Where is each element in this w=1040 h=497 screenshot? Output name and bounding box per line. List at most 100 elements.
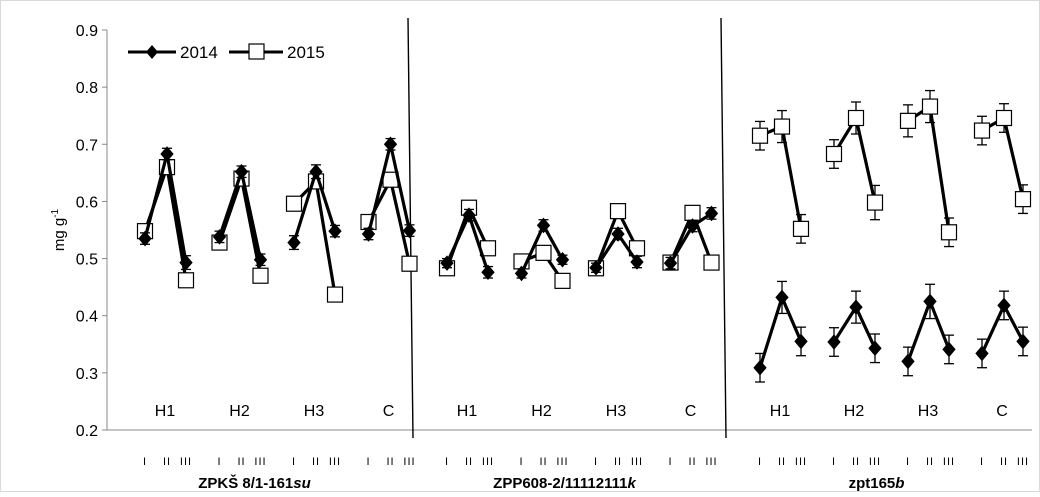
data-point-2014 [555, 251, 570, 268]
data-point-2014 [630, 254, 644, 270]
roman-label: III [329, 456, 341, 468]
data-point-2014 [923, 293, 937, 310]
data-point-2015 [703, 254, 720, 271]
data-point-2014 [287, 234, 301, 251]
data-point-2015 [684, 204, 701, 221]
roman-label: III [943, 456, 955, 468]
axes: 0.2 0.3 0.4 0.5 0.6 0.7 0.8 0.9 mg g-1 [50, 23, 1032, 440]
data-point-2015 [177, 272, 195, 289]
y-tick-label: 0.8 [76, 80, 98, 97]
data-point-2015 [940, 224, 958, 241]
subgroup-label: C [685, 403, 697, 420]
roman-label: I [445, 456, 449, 468]
data-point-2014 [849, 299, 863, 315]
roman-label: III [556, 456, 568, 468]
data-point-2014 [868, 340, 882, 357]
data-point-2014 [704, 205, 719, 222]
group-label-main: ZPKŠ 8/1-161 [198, 474, 293, 492]
roman-label: I [217, 456, 221, 468]
data-point-2014 [536, 217, 551, 234]
y-tick-label: 0.4 [76, 309, 98, 326]
data-point-2014 [253, 251, 268, 268]
data-point-2015 [825, 145, 843, 163]
y-tick-label: 0.3 [76, 366, 98, 383]
data-point-2014 [775, 289, 789, 306]
data-point-2014 [685, 218, 700, 234]
legend-label-2015: 2015 [287, 43, 325, 62]
roman-label: II [1000, 456, 1008, 468]
data-point-2014 [234, 163, 249, 180]
y-tick-label: 0.5 [76, 252, 98, 269]
y-tick-label: 0.6 [76, 194, 98, 211]
data-point-2015 [973, 122, 991, 139]
data-point-2014 [212, 229, 227, 245]
roman-label: I [292, 456, 296, 468]
roman-label: I [143, 456, 147, 468]
data-point-2014 [462, 207, 476, 223]
roman-label: III [869, 456, 881, 468]
subgroup-label: H3 [606, 403, 627, 420]
roman-label: II [465, 456, 473, 468]
data-point-2015 [285, 195, 303, 212]
data-point-2015 [554, 272, 571, 289]
data-point-2014 [753, 359, 767, 376]
roman-label: I [906, 456, 910, 468]
roman-label: II [163, 456, 171, 468]
subgroup-label: C [383, 403, 395, 420]
roman-label: I [366, 456, 370, 468]
roman-label: III [403, 456, 415, 468]
roman-label: II [237, 456, 245, 468]
group-label: ZPP608-2/11112111k [493, 475, 636, 492]
roman-label: II [926, 456, 934, 468]
subgroup-labels: H1 H2 H3 C H1 H2 H3 C H1 H2 H3 C [155, 403, 1008, 420]
data-point-2015 [995, 109, 1013, 127]
y-tick-label: 0.9 [76, 23, 98, 40]
data-point-2014 [901, 353, 915, 370]
data-point-2015 [326, 286, 344, 303]
subgroup-label: H1 [770, 403, 791, 420]
roman-label: II [852, 456, 860, 468]
data-point-2015 [921, 98, 939, 115]
data-point-2014 [383, 136, 398, 153]
group-label: zpt165b [849, 475, 905, 492]
data-point-2014 [328, 223, 342, 239]
roman-label: I [832, 456, 836, 468]
roman-label: III [180, 456, 192, 468]
data-point-2014 [975, 345, 989, 362]
data-point-2015 [252, 267, 269, 284]
y-axis-label-main: mg g [51, 218, 68, 251]
data-point-2014 [942, 341, 956, 358]
y-axis-label: mg g-1 [50, 208, 68, 251]
data-point-2014 [402, 222, 417, 239]
data-point-2014 [179, 254, 193, 271]
group-label-main: zpt165 [849, 475, 896, 492]
subgroup-label: H1 [457, 403, 478, 420]
roman-label: II [312, 456, 320, 468]
subgroup-label: H3 [918, 403, 939, 420]
group-label-main: ZPP608-2/11112111 [493, 475, 627, 492]
data-point-2014 [309, 163, 323, 180]
legend-marker-2015 [248, 43, 265, 60]
roman-label: II [688, 456, 696, 468]
subgroup-label: C [996, 403, 1008, 420]
data-point-2015 [773, 118, 791, 135]
y-tick-label: 0.7 [76, 137, 98, 154]
group-divider [720, 17, 727, 439]
data-point-2015 [1014, 191, 1032, 208]
roman-label: III [1017, 456, 1029, 468]
data-point-2014 [160, 146, 174, 162]
data-point-2015 [899, 112, 917, 129]
roman-label: III [254, 456, 266, 468]
data-point-2014 [1016, 333, 1030, 350]
roman-label: II [614, 456, 622, 468]
group-label-suffix: b [895, 475, 904, 492]
roman-label: II [539, 456, 547, 468]
roman-label: II [778, 456, 786, 468]
roman-label: I [594, 456, 598, 468]
data-point-2015 [792, 220, 810, 237]
subgroup-label: H2 [229, 403, 250, 420]
roman-label: III [705, 456, 717, 468]
data-point-2015 [401, 255, 418, 272]
data-point-2014 [663, 255, 678, 271]
